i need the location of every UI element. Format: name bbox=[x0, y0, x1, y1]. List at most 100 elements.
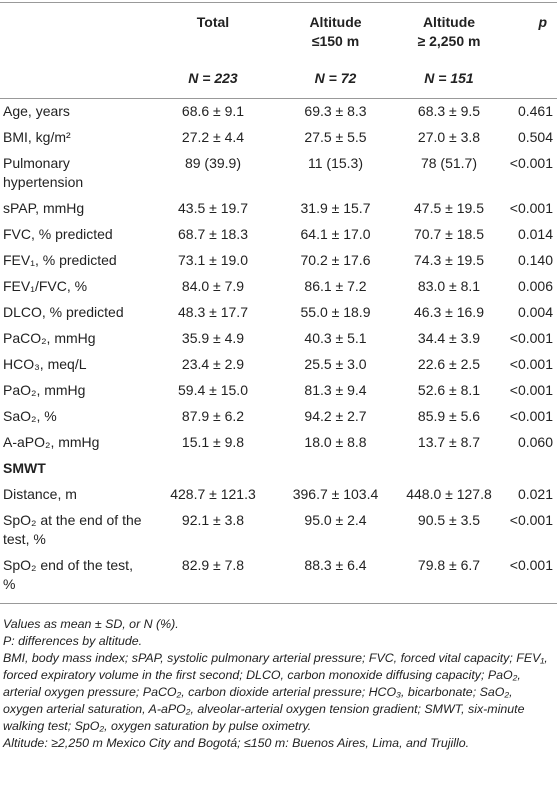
footnote: P: differences by altitude. bbox=[3, 634, 143, 648]
cell-value: 428.7 ± 121.3 bbox=[170, 486, 256, 502]
cell-value: 35.9 ± 4.9 bbox=[181, 330, 245, 346]
p-value: 0.060 bbox=[517, 434, 553, 450]
cell-value: 43.5 ± 19.7 bbox=[178, 200, 248, 216]
row-label: BMI, kg/m² bbox=[3, 129, 71, 145]
cell-value: 81.3 ± 9.4 bbox=[304, 382, 367, 398]
footnote: Altitude: ≥2,250 m Mexico City and Bogot… bbox=[3, 736, 470, 750]
column-header: Total bbox=[148, 3, 278, 55]
p-value: <0.001 bbox=[509, 512, 553, 528]
p-value: <0.001 bbox=[509, 330, 553, 346]
table-row: FEV₁/FVC, % 84.0 ± 7.9 86.1 ± 7.2 83.0 ± 8.… bbox=[0, 274, 557, 300]
cell-value: 396.7 ± 103.4 bbox=[292, 486, 379, 502]
row-label: A-aPO₂, mmHg bbox=[3, 434, 100, 450]
table-row: SpO₂ end of the test, % 82.9 ± 7.8 88.3 ± … bbox=[0, 552, 557, 604]
table-row: Pulmonary hypertension 89 (39.9) 11 (15.3)… bbox=[0, 151, 557, 196]
cell-value: 95.0 ± 2.4 bbox=[304, 512, 367, 528]
row-label: PaCO₂, mmHg bbox=[3, 330, 96, 346]
table-row: PaCO₂, mmHg 35.9 ± 4.9 40.3 ± 5.1 34.4 ± 3.… bbox=[0, 326, 557, 352]
cell-value: 25.5 ± 3.0 bbox=[304, 356, 367, 372]
cell-value: 87.9 ± 6.2 bbox=[181, 408, 245, 424]
cell-value: 40.3 ± 5.1 bbox=[304, 330, 367, 346]
row-label: FEV₁/FVC, % bbox=[3, 278, 88, 294]
table-row: sPAP, mmHg 43.5 ± 19.7 31.9 ± 15.7 47.5 ± 1… bbox=[0, 196, 557, 222]
p-value: <0.001 bbox=[509, 356, 553, 372]
cell-value: 22.6 ± 2.5 bbox=[417, 356, 481, 372]
row-label: Age, years bbox=[3, 103, 70, 119]
column-title: p bbox=[538, 14, 547, 30]
row-label: sPAP, mmHg bbox=[3, 200, 85, 216]
row-label: PaO₂, mmHg bbox=[3, 382, 86, 398]
column-title: Altitude bbox=[422, 14, 476, 30]
cell-value: 59.4 ± 15.0 bbox=[178, 382, 248, 398]
cell-value: 13.7 ± 8.7 bbox=[417, 434, 481, 450]
cell-value: 92.1 ± 3.8 bbox=[181, 512, 245, 528]
p-value: <0.001 bbox=[505, 552, 557, 604]
cell-value: 15.1 ± 9.8 bbox=[181, 434, 245, 450]
cell-value: 73.1 ± 19.0 bbox=[178, 252, 248, 268]
cell-value: 85.9 ± 5.6 bbox=[417, 408, 481, 424]
cell-value: 11 (15.3) bbox=[308, 155, 363, 171]
sample-size: N = 72 bbox=[314, 69, 357, 86]
footnote: Values as mean ± SD, or N (%). bbox=[3, 617, 179, 631]
cell-value: 70.7 ± 18.5 bbox=[414, 226, 484, 242]
table-row: A-aPO₂, mmHg 15.1 ± 9.8 18.0 ± 8.8 13.7 ± 8… bbox=[0, 430, 557, 456]
cell-value: 79.8 ± 6.7 bbox=[393, 552, 505, 604]
row-label: SpO₂ end of the test, % bbox=[0, 552, 148, 604]
cell-value: 448.0 ± 127.8 bbox=[406, 486, 492, 502]
table-header: Total Altitude ≤150 m Altitude ≥ 2,250 m p N =… bbox=[0, 3, 557, 99]
cell-value: 64.1 ± 17.0 bbox=[300, 226, 371, 242]
section-label: SMWT bbox=[3, 460, 46, 476]
p-value: <0.001 bbox=[509, 155, 553, 171]
cell-value: 68.6 ± 9.1 bbox=[181, 103, 245, 119]
row-label: DLCO, % predicted bbox=[3, 304, 124, 320]
table-row: BMI, kg/m² 27.2 ± 4.4 27.5 ± 5.5 27.0 ± 3.8… bbox=[0, 125, 557, 151]
cell-value: 94.2 ± 2.7 bbox=[304, 408, 367, 424]
sample-size: N = 151 bbox=[424, 69, 474, 86]
column-n: N = 151 bbox=[393, 54, 505, 99]
row-label: Pulmonary hypertension bbox=[3, 155, 84, 190]
table-row: SpO₂ at the end of the test, % 92.1 ± 3.8… bbox=[0, 508, 557, 553]
column-header: Altitude ≤150 m bbox=[278, 3, 393, 55]
table-row: SaO₂, % 87.9 ± 6.2 94.2 ± 2.7 85.9 ± 5.6 <0.… bbox=[0, 404, 557, 430]
cell-value: 89 (39.9) bbox=[184, 155, 242, 171]
column-n: N = 223 bbox=[148, 54, 278, 99]
cell-value: 18.0 ± 8.8 bbox=[304, 434, 367, 450]
row-label: HCO₃, meq/L bbox=[3, 356, 87, 372]
row-label: Distance, m bbox=[3, 486, 77, 502]
column-header: p bbox=[505, 3, 557, 55]
p-value: <0.001 bbox=[509, 200, 553, 216]
table-row: Distance, m 428.7 ± 121.3 396.7 ± 103.4 448… bbox=[0, 482, 557, 508]
cell-value: 78 (51.7) bbox=[420, 155, 478, 171]
cell-value: 69.3 ± 8.3 bbox=[304, 103, 367, 119]
cell-value: 88.3 ± 6.4 bbox=[278, 552, 393, 604]
p-value: 0.021 bbox=[517, 486, 553, 502]
p-value: 0.504 bbox=[517, 129, 553, 145]
cell-value: 74.3 ± 19.5 bbox=[414, 252, 484, 268]
p-value: <0.001 bbox=[509, 382, 553, 398]
cell-value: 27.2 ± 4.4 bbox=[181, 129, 245, 145]
table-body: Age, years 68.6 ± 9.1 69.3 ± 8.3 68.3 ± 9.5… bbox=[0, 98, 557, 604]
column-n: N = 72 bbox=[278, 54, 393, 99]
table-row: FVC, % predicted 68.7 ± 18.3 64.1 ± 17.0 70… bbox=[0, 222, 557, 248]
cell-value: 46.3 ± 16.9 bbox=[414, 304, 484, 320]
header-cell bbox=[0, 3, 148, 55]
header-row: Total Altitude ≤150 m Altitude ≥ 2,250 m p bbox=[0, 3, 557, 55]
sample-size: N = 223 bbox=[188, 69, 238, 86]
cell-value: 27.0 ± 3.8 bbox=[417, 129, 481, 145]
table-row: SMWT bbox=[0, 456, 557, 482]
p-value: 0.461 bbox=[517, 103, 553, 119]
footnote: BMI, body mass index; sPAP, systolic pul… bbox=[3, 651, 548, 733]
p-value: <0.001 bbox=[509, 408, 553, 424]
cell-value: 48.3 ± 17.7 bbox=[178, 304, 248, 320]
cell-value: 68.3 ± 9.5 bbox=[417, 103, 481, 119]
header-row: N = 223 N = 72 N = 151 bbox=[0, 54, 557, 99]
table-row: Age, years 68.6 ± 9.1 69.3 ± 8.3 68.3 ± 9.5… bbox=[0, 98, 557, 125]
p-value: 0.006 bbox=[517, 278, 553, 294]
p-value: 0.014 bbox=[517, 226, 553, 242]
cell-value: 82.9 ± 7.8 bbox=[148, 552, 278, 604]
table-row: HCO₃, meq/L 23.4 ± 2.9 25.5 ± 3.0 22.6 ± 2.… bbox=[0, 352, 557, 378]
cell-value: 70.2 ± 17.6 bbox=[300, 252, 371, 268]
row-label: SaO₂, % bbox=[3, 408, 57, 424]
footnotes: Values as mean ± SD, or N (%). P: differe… bbox=[0, 604, 557, 752]
